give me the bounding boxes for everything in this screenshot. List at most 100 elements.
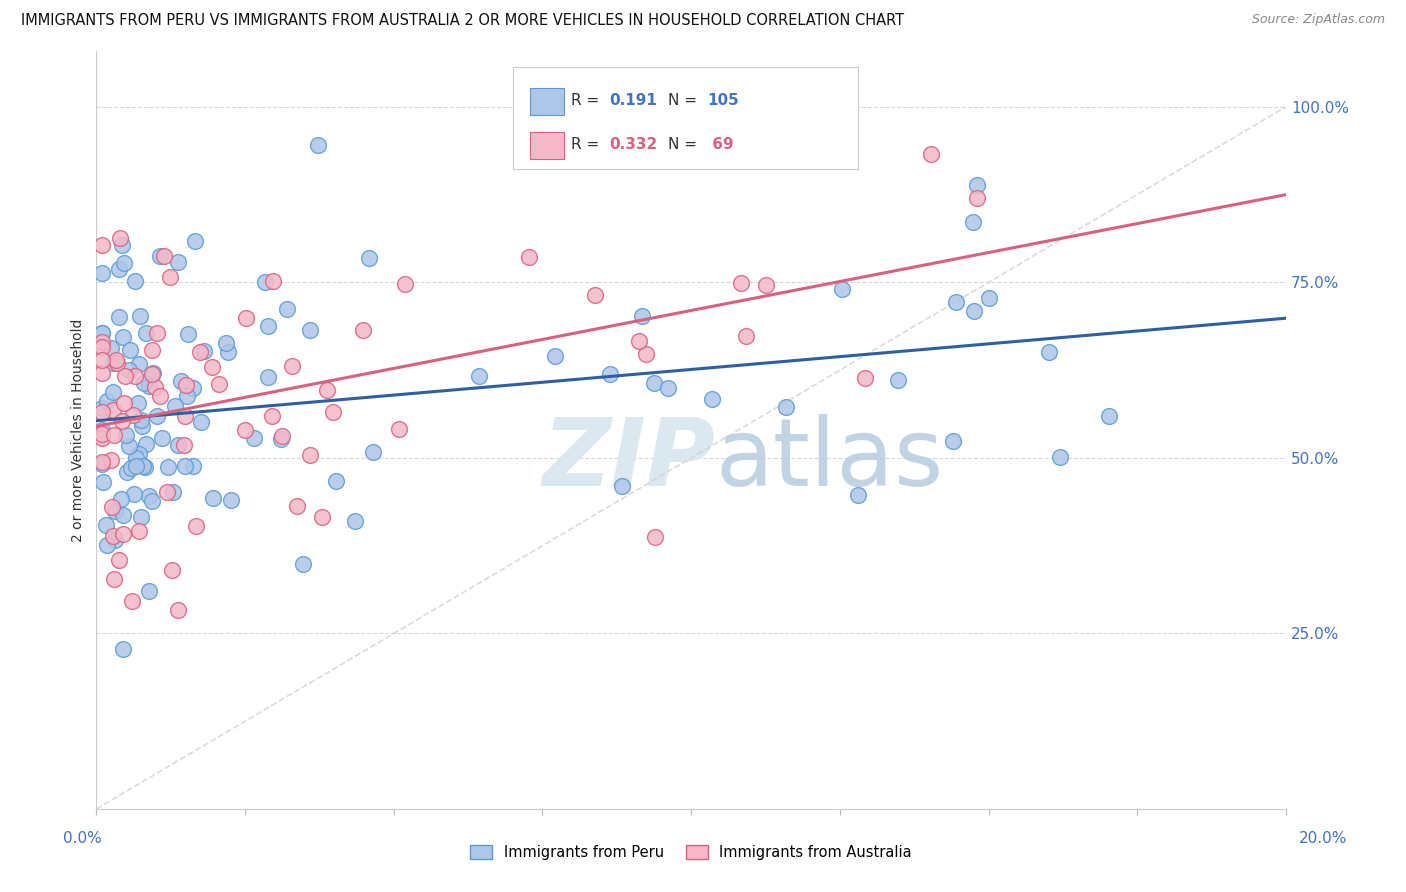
Point	[146, 409, 169, 423]
Point	[149, 249, 172, 263]
Point	[138, 583, 160, 598]
Text: R =: R =	[571, 136, 605, 152]
Point	[920, 146, 942, 161]
Point	[612, 478, 634, 492]
Point	[101, 356, 124, 370]
Point	[188, 344, 211, 359]
Point	[108, 553, 131, 567]
Point	[91, 367, 114, 381]
Point	[100, 453, 122, 467]
Point	[149, 389, 172, 403]
Point	[142, 366, 165, 380]
Point	[316, 384, 339, 398]
Point	[103, 402, 125, 417]
Point	[162, 563, 184, 577]
Point	[962, 304, 984, 318]
Point	[467, 369, 489, 384]
Point	[131, 413, 153, 427]
Point	[702, 392, 724, 407]
Text: 20.0%: 20.0%	[1299, 831, 1347, 846]
Point	[165, 399, 187, 413]
Text: 69: 69	[707, 136, 734, 152]
Point	[233, 423, 256, 437]
Point	[846, 488, 869, 502]
Point	[103, 572, 125, 586]
Point	[256, 318, 278, 333]
Point	[128, 357, 150, 371]
Point	[91, 334, 114, 349]
Text: IMMIGRANTS FROM PERU VS IMMIGRANTS FROM AUSTRALIA 2 OR MORE VEHICLES IN HOUSEHOL: IMMIGRANTS FROM PERU VS IMMIGRANTS FROM …	[21, 13, 904, 29]
Point	[124, 274, 146, 288]
Point	[128, 524, 150, 538]
Point	[853, 371, 876, 385]
Point	[181, 381, 204, 395]
Point	[150, 431, 173, 445]
Point	[118, 439, 141, 453]
Point	[104, 533, 127, 548]
Point	[235, 311, 257, 326]
Point	[394, 277, 416, 291]
Point	[111, 641, 134, 656]
Text: 105: 105	[707, 93, 740, 108]
Point	[962, 215, 984, 229]
Point	[174, 377, 197, 392]
Point	[184, 518, 207, 533]
Point	[630, 310, 652, 324]
Point	[112, 256, 135, 270]
Point	[96, 394, 118, 409]
Point	[966, 178, 988, 193]
Point	[734, 329, 756, 343]
Point	[208, 376, 231, 391]
Point	[167, 603, 190, 617]
Point	[111, 508, 134, 522]
Point	[115, 427, 138, 442]
Point	[263, 274, 285, 288]
Point	[153, 249, 176, 263]
Point	[129, 509, 152, 524]
Point	[260, 409, 283, 424]
Point	[111, 527, 134, 541]
Point	[120, 461, 142, 475]
Point	[201, 360, 224, 375]
Point	[121, 409, 143, 423]
Point	[111, 238, 134, 252]
Point	[193, 344, 215, 359]
Point	[104, 352, 127, 367]
Point	[157, 459, 180, 474]
Point	[103, 428, 125, 442]
Point	[91, 401, 114, 416]
Point	[887, 373, 910, 387]
Point	[1098, 409, 1121, 423]
Point	[131, 458, 153, 473]
Text: 0.0%: 0.0%	[63, 831, 103, 846]
Point	[91, 431, 114, 445]
Point	[91, 326, 114, 340]
Point	[170, 374, 193, 388]
Point	[270, 432, 292, 446]
Point	[254, 275, 277, 289]
Point	[311, 510, 333, 524]
Point	[91, 423, 114, 437]
Point	[127, 396, 149, 410]
Point	[101, 529, 124, 543]
Point	[966, 191, 988, 205]
Text: Source: ZipAtlas.com: Source: ZipAtlas.com	[1251, 13, 1385, 27]
Point	[141, 343, 163, 358]
Point	[134, 460, 156, 475]
Point	[977, 291, 1000, 305]
Point	[184, 234, 207, 248]
Point	[129, 309, 152, 323]
Point	[388, 422, 411, 436]
Point	[104, 504, 127, 518]
Point	[299, 323, 322, 337]
Point	[118, 343, 141, 357]
Point	[124, 487, 146, 501]
Point	[657, 381, 679, 395]
Text: N =: N =	[668, 136, 702, 152]
Point	[118, 363, 141, 377]
Point	[135, 326, 157, 340]
Point	[114, 369, 136, 384]
Point	[101, 500, 124, 514]
Point	[945, 295, 967, 310]
Point	[141, 367, 163, 381]
